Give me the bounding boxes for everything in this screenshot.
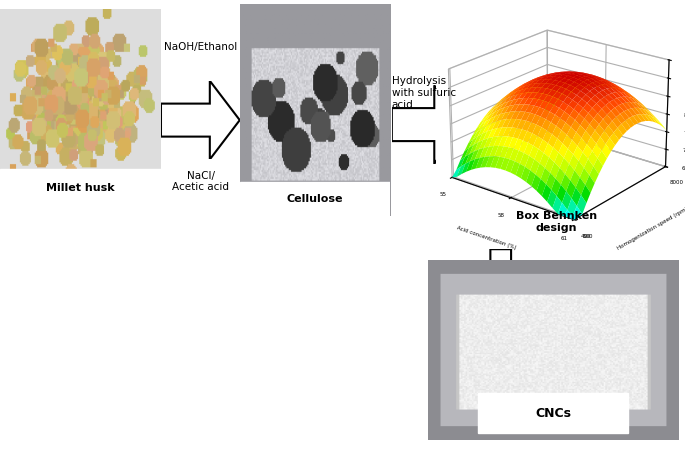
Polygon shape (476, 249, 525, 323)
Polygon shape (161, 81, 240, 159)
X-axis label: Acid concentration (%): Acid concentration (%) (456, 225, 516, 251)
Polygon shape (392, 85, 460, 164)
Text: CNCs: CNCs (535, 407, 571, 419)
Text: NaOH/Ethanol: NaOH/Ethanol (164, 42, 237, 52)
Text: NaCl/
Acetic acid: NaCl/ Acetic acid (172, 171, 229, 192)
Text: Millet husk: Millet husk (46, 183, 115, 193)
Text: Hydrolysis
with sulfuric
acid: Hydrolysis with sulfuric acid (392, 76, 456, 110)
Bar (478, 393, 628, 433)
Text: Box Behnken
design: Box Behnken design (516, 211, 597, 233)
Bar (0, 169, 161, 207)
Text: Cellulose: Cellulose (287, 194, 343, 204)
Bar (240, 182, 390, 216)
Y-axis label: Homogenization speed (rpm): Homogenization speed (rpm) (616, 206, 685, 251)
